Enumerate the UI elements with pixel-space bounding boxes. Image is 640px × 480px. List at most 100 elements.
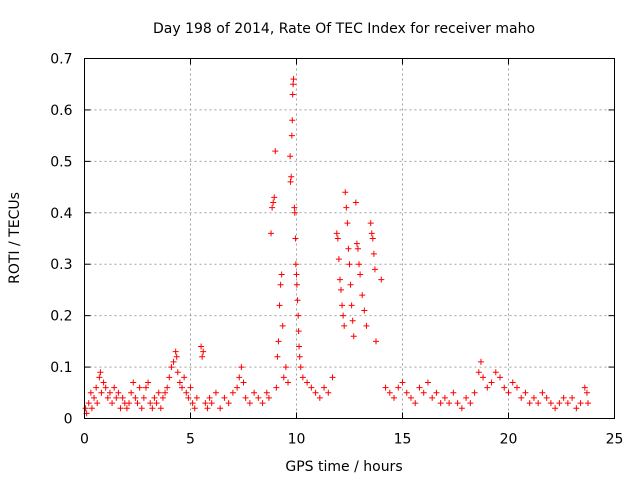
x-tick-label: 5 bbox=[186, 432, 195, 448]
data-point bbox=[296, 353, 303, 360]
data-point bbox=[289, 91, 296, 98]
data-point bbox=[458, 405, 465, 412]
data-point bbox=[450, 389, 457, 396]
data-point bbox=[349, 317, 356, 324]
data-point bbox=[299, 374, 306, 381]
data-point bbox=[130, 379, 137, 386]
data-point bbox=[246, 400, 253, 407]
data-point bbox=[276, 302, 283, 309]
data-point bbox=[345, 245, 352, 252]
data-point bbox=[225, 400, 232, 407]
data-point bbox=[441, 394, 448, 401]
data-point bbox=[348, 302, 355, 309]
data-point bbox=[98, 389, 105, 396]
data-point bbox=[581, 384, 588, 391]
data-point bbox=[151, 394, 158, 401]
data-point bbox=[492, 369, 499, 376]
data-point bbox=[251, 389, 258, 396]
data-point bbox=[338, 286, 345, 293]
data-point bbox=[97, 369, 104, 376]
x-tick-label: 25 bbox=[606, 432, 624, 448]
data-point bbox=[293, 281, 300, 288]
x-tick-label: 10 bbox=[288, 432, 306, 448]
data-point bbox=[480, 374, 487, 381]
data-point bbox=[437, 400, 444, 407]
data-point bbox=[289, 117, 296, 124]
data-point bbox=[336, 276, 343, 283]
data-point bbox=[577, 400, 584, 407]
y-tick-label: 0.4 bbox=[50, 206, 72, 222]
data-point bbox=[505, 389, 512, 396]
data-point bbox=[291, 204, 298, 211]
data-point bbox=[416, 384, 423, 391]
data-point bbox=[341, 322, 348, 329]
data-point bbox=[191, 405, 198, 412]
data-point bbox=[93, 384, 100, 391]
data-point bbox=[518, 394, 525, 401]
data-point bbox=[334, 235, 341, 242]
data-point bbox=[208, 400, 215, 407]
data-point bbox=[395, 384, 402, 391]
data-point bbox=[296, 343, 303, 350]
data-point bbox=[123, 405, 130, 412]
data-point bbox=[539, 389, 546, 396]
data-point bbox=[277, 281, 284, 288]
data-point bbox=[312, 389, 319, 396]
data-point bbox=[136, 384, 143, 391]
data-point bbox=[240, 379, 247, 386]
data-point bbox=[162, 389, 169, 396]
data-point bbox=[367, 220, 374, 227]
data-point bbox=[522, 389, 529, 396]
data-point bbox=[111, 384, 118, 391]
data-point bbox=[183, 389, 190, 396]
data-point bbox=[535, 400, 542, 407]
data-point bbox=[164, 384, 171, 391]
data-point bbox=[497, 374, 504, 381]
data-point bbox=[295, 328, 302, 335]
data-point bbox=[552, 405, 559, 412]
data-point bbox=[463, 394, 470, 401]
data-point bbox=[102, 384, 109, 391]
data-point bbox=[94, 400, 101, 407]
data-point bbox=[234, 384, 241, 391]
y-tick-label: 0.6 bbox=[50, 103, 72, 119]
data-point bbox=[350, 333, 357, 340]
data-point bbox=[140, 394, 147, 401]
data-point bbox=[200, 348, 207, 355]
data-point bbox=[155, 389, 162, 396]
data-point bbox=[363, 322, 370, 329]
data-point bbox=[547, 400, 554, 407]
data-point bbox=[293, 271, 300, 278]
data-point bbox=[399, 379, 406, 386]
data-point bbox=[573, 405, 580, 412]
data-point bbox=[149, 405, 156, 412]
data-point bbox=[294, 297, 301, 304]
data-point bbox=[412, 400, 419, 407]
data-point bbox=[117, 405, 124, 412]
data-points bbox=[82, 76, 591, 417]
data-point bbox=[85, 400, 92, 407]
data-point bbox=[104, 394, 111, 401]
data-point bbox=[433, 389, 440, 396]
y-tick-label: 0.3 bbox=[50, 257, 72, 273]
data-point bbox=[564, 400, 571, 407]
data-point bbox=[290, 76, 297, 83]
data-point bbox=[288, 132, 295, 139]
data-point bbox=[344, 220, 351, 227]
y-tick-label: 0.7 bbox=[50, 52, 72, 68]
data-point bbox=[236, 374, 243, 381]
data-point bbox=[530, 394, 537, 401]
data-point bbox=[274, 353, 281, 360]
data-point bbox=[292, 261, 299, 268]
data-point bbox=[285, 379, 292, 386]
data-point bbox=[91, 394, 98, 401]
data-point bbox=[484, 384, 491, 391]
data-point bbox=[87, 389, 94, 396]
data-point bbox=[181, 374, 188, 381]
data-point bbox=[217, 405, 224, 412]
data-point bbox=[132, 394, 139, 401]
data-point bbox=[157, 405, 164, 412]
data-point bbox=[206, 394, 213, 401]
data-point bbox=[304, 379, 311, 386]
